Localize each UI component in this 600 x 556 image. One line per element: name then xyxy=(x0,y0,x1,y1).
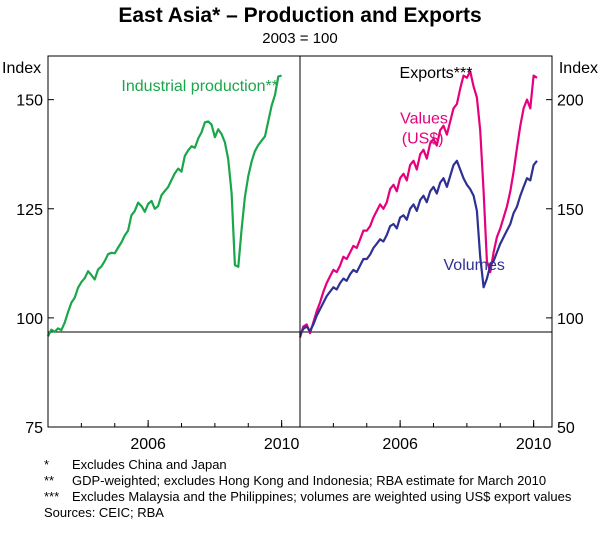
footnote: *** Excludes Malaysia and the Philippine… xyxy=(44,489,594,505)
footnote-text: GDP-weighted; excludes Hong Kong and Ind… xyxy=(72,473,547,488)
y-tick-label-right: 100 xyxy=(557,311,584,328)
series-line-volumes xyxy=(299,159,538,336)
right-axis-label: Index xyxy=(559,60,598,77)
y-tick-label-left: 150 xyxy=(16,93,43,110)
x-tick-label-right: 2010 xyxy=(516,436,552,453)
footnote-text: Excludes China and Japan xyxy=(72,457,227,472)
footnote-text: Excludes Malaysia and the Philippines; v… xyxy=(72,489,572,504)
left-axis-label: Index xyxy=(2,60,41,77)
footnote-marker: ** xyxy=(44,473,55,488)
exports-panel-title: Exports*** xyxy=(400,65,473,82)
y-tick-label-right: 50 xyxy=(557,420,575,437)
footnote: ** GDP-weighted; excludes Hong Kong and … xyxy=(44,473,594,489)
series-annotation: (US$) xyxy=(402,130,444,147)
footnote: * Excludes China and Japan xyxy=(44,457,594,473)
footnotes: * Excludes China and Japan ** GDP-weight… xyxy=(44,457,594,521)
chart-title: East Asia* – Production and Exports xyxy=(118,4,481,27)
footnote-marker: *** xyxy=(44,489,60,504)
y-tick-label-right: 150 xyxy=(557,202,584,219)
y-tick-label-left: 125 xyxy=(16,202,43,219)
x-tick-label-left: 2006 xyxy=(130,436,166,453)
y-tick-label-left: 100 xyxy=(16,311,43,328)
sources: Sources: CEIC; RBA xyxy=(44,505,164,520)
footnote-marker: * xyxy=(44,457,50,472)
series-line-values-us xyxy=(298,70,538,338)
series-annotation: Volumes xyxy=(444,257,505,274)
series-line-industrial-production xyxy=(47,74,282,337)
series-annotation: Industrial production** xyxy=(121,78,278,95)
series-annotation: Values xyxy=(400,111,448,128)
y-tick-label-left: 75 xyxy=(25,420,43,437)
x-tick-label-left: 2010 xyxy=(264,436,300,453)
x-tick-label-right: 2006 xyxy=(382,436,418,453)
chart-subtitle: 2003 = 100 xyxy=(262,30,338,47)
y-tick-label-right: 200 xyxy=(557,93,584,110)
